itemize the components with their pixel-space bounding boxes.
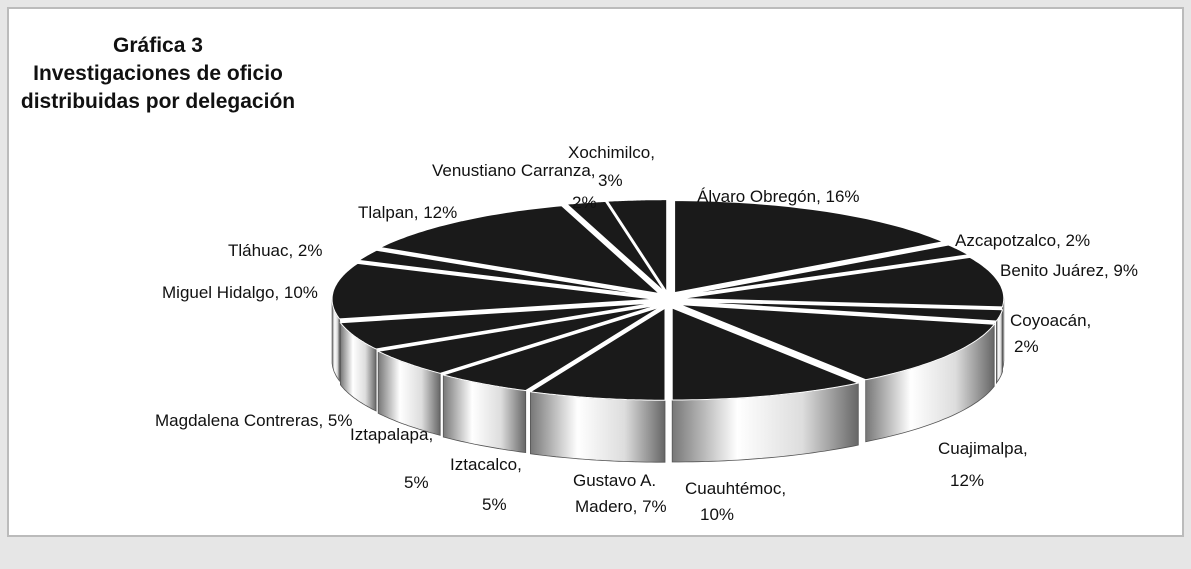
data-label: 2% bbox=[1014, 337, 1039, 356]
slice bbox=[376, 304, 658, 374]
slice bbox=[674, 200, 945, 294]
data-label: Tláhuac, 2% bbox=[228, 241, 323, 260]
slice-side bbox=[530, 391, 666, 463]
data-label: Madero, 7% bbox=[575, 497, 667, 516]
slice bbox=[331, 262, 655, 320]
data-label: 5% bbox=[482, 495, 507, 514]
slice bbox=[671, 307, 861, 401]
data-label: Xochimilco, bbox=[568, 143, 655, 162]
data-label: Azcapotzalco, 2% bbox=[955, 231, 1090, 250]
slice-side bbox=[996, 309, 1003, 385]
slice bbox=[357, 249, 656, 297]
slice bbox=[606, 199, 668, 294]
slice bbox=[565, 200, 666, 293]
slice bbox=[378, 205, 661, 295]
data-label: Cuajimalpa, bbox=[938, 439, 1028, 458]
data-label: 5% bbox=[404, 473, 429, 492]
chart-title: distribuidas por delegación bbox=[21, 90, 295, 113]
slice bbox=[679, 304, 996, 381]
data-label: Tlalpan, 12% bbox=[358, 203, 457, 222]
slice bbox=[681, 300, 1004, 322]
data-label: 10% bbox=[700, 505, 734, 524]
data-label: 2% bbox=[572, 193, 597, 212]
chart-title: Gráfica 3 bbox=[113, 34, 203, 57]
data-label: Iztacalco, bbox=[450, 455, 522, 474]
data-label: Benito Juárez, 9% bbox=[1000, 261, 1138, 280]
slice bbox=[680, 244, 970, 297]
data-label: Álvaro Obregón, 16% bbox=[697, 187, 860, 206]
slice bbox=[681, 256, 1005, 308]
data-label: Iztapalapa, bbox=[350, 425, 433, 444]
data-label: Magdalena Contreras, 5% bbox=[155, 411, 353, 430]
data-label: 3% bbox=[598, 171, 623, 190]
data-label: Coyoacán, bbox=[1010, 311, 1091, 330]
data-label: Venustiano Carranza, bbox=[432, 161, 596, 180]
data-label: Miguel Hidalgo, 10% bbox=[162, 283, 318, 302]
data-label: 12% bbox=[950, 471, 984, 490]
slice bbox=[339, 302, 655, 350]
slice bbox=[441, 306, 661, 392]
chart-title: Investigaciones de oficio bbox=[33, 62, 283, 85]
data-label: Gustavo A. bbox=[573, 471, 656, 490]
data-label: Cuauhtémoc, bbox=[685, 479, 786, 498]
slice bbox=[528, 307, 666, 401]
